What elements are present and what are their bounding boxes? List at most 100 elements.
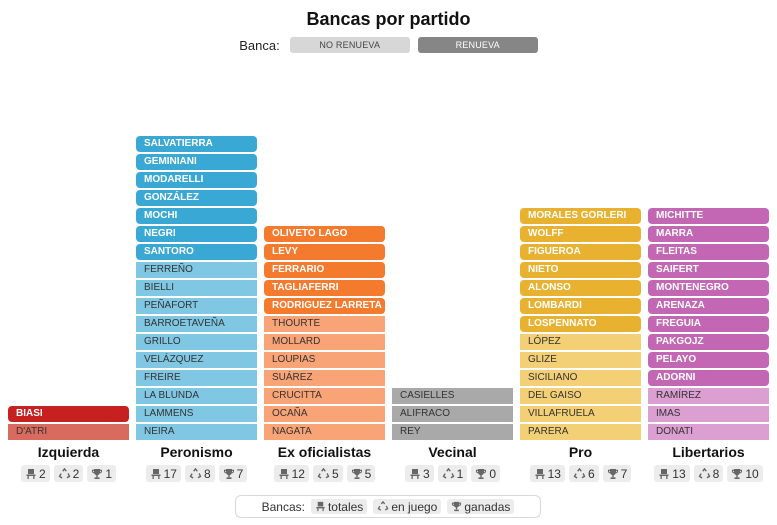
seat-icon (316, 501, 325, 512)
party-name: Pro (568, 444, 593, 460)
stat-ganadas-value: 10 (745, 466, 759, 481)
stat-ganadas-value: 7 (236, 466, 244, 481)
seat-renueva: PAKGOJZ (648, 334, 769, 350)
stat-ganadas: 7 (218, 465, 248, 482)
legend-renueva: RENUEVA (417, 37, 538, 53)
seat-no-renueva: DONATI (648, 424, 769, 440)
stat-en-juego-value: 5 (331, 466, 339, 481)
seat-no-renueva: OCAÑA (264, 406, 385, 422)
stat-totales: 13 (654, 465, 690, 482)
party-stats: 13 6 7 (520, 465, 641, 482)
seat-renueva: MARRA (648, 226, 769, 242)
stat-totales-value: 13 (672, 466, 686, 481)
seat-no-renueva: FREIRE (136, 370, 257, 386)
stat-ganadas: 0 (471, 465, 501, 482)
stat-ganadas: 10 (727, 465, 763, 482)
party-stats: 12 5 5 (264, 465, 385, 482)
seat-no-renueva: SICILIANO (520, 370, 641, 386)
recycle-icon (377, 501, 389, 511)
seat-icon (410, 468, 420, 479)
party-name: Libertarios (672, 444, 745, 460)
stat-ganadas-value: 7 (620, 466, 628, 481)
legend-en-juego-label: en juego (391, 499, 438, 514)
trophy-icon (223, 468, 234, 479)
seat-renueva: GONZÁLEZ (136, 190, 257, 206)
seat-no-renueva: ALIFRACO (392, 406, 513, 422)
seat-icon (26, 468, 36, 479)
seat-renueva: FLEITAS (648, 244, 769, 260)
stat-en-juego-value: 6 (587, 466, 595, 481)
stat-en-juego-value: 2 (72, 466, 80, 481)
stat-en-juego: 6 (568, 465, 599, 482)
legend-no-renueva: NO RENUEVA (289, 37, 410, 53)
seat-renueva: LOMBARDI (520, 298, 641, 314)
seat-renueva: FIGUEROA (520, 244, 641, 260)
seat-no-renueva: REY (392, 424, 513, 440)
seat-renueva: NEGRI (136, 226, 257, 242)
seat-no-renueva: VELÁZQUEZ (136, 352, 257, 368)
seat-renueva: MICHITTE (648, 208, 769, 224)
seat-no-renueva: D'ATRI (8, 424, 129, 440)
seat-renueva: FERRARIO (264, 262, 385, 278)
party-stats: 3 1 0 (392, 465, 513, 482)
legend-ganadas-label: ganadas (464, 499, 511, 514)
recycle-icon (317, 467, 330, 479)
trophy-icon (476, 468, 487, 479)
seat-renueva: OLIVETO LAGO (264, 226, 385, 242)
recycle-icon (189, 467, 202, 479)
stat-en-juego: 8 (184, 465, 215, 482)
stat-totales: 3 (404, 465, 434, 482)
stat-totales-value: 17 (163, 466, 177, 481)
seat-renueva: TAGLIAFERRI (264, 280, 385, 296)
recycle-icon (698, 467, 711, 479)
trophy-icon (92, 468, 103, 479)
seat-no-renueva: CASIELLES (392, 388, 513, 404)
seat-renueva: PELAYO (648, 352, 769, 368)
legend-totales: totales (310, 499, 368, 514)
seat-icon (279, 468, 289, 479)
seat-renueva: FREGUIA (648, 316, 769, 332)
recycle-icon (573, 467, 586, 479)
stat-ganadas: 5 (346, 465, 376, 482)
stat-en-juego-value: 8 (203, 466, 211, 481)
seat-no-renueva: NAGATA (264, 424, 385, 440)
seat-no-renueva: LOUPIAS (264, 352, 385, 368)
seat-no-renueva: FERREÑO (136, 262, 257, 278)
stat-en-juego: 1 (437, 465, 468, 482)
party-stats: 13 8 10 (648, 465, 769, 482)
party-name: Izquierda (37, 444, 100, 460)
seat-renueva: LOSPENNATO (520, 316, 641, 332)
seat-renueva: LEVY (264, 244, 385, 260)
stat-totales: 13 (529, 465, 565, 482)
party-stats: 2 2 1 (8, 465, 129, 482)
seat-icon (535, 468, 545, 479)
party-name: Ex oficialistas (277, 444, 372, 460)
seat-no-renueva: BARROETAVEÑA (136, 316, 257, 332)
seat-renueva: ALONSO (520, 280, 641, 296)
seat-no-renueva: MOLLARD (264, 334, 385, 350)
seat-renueva: MONTENEGRO (648, 280, 769, 296)
stat-ganadas-value: 1 (105, 466, 113, 481)
trophy-icon (732, 468, 743, 479)
stat-ganadas: 7 (602, 465, 632, 482)
seat-icon (151, 468, 161, 479)
seat-no-renueva: THOURTE (264, 316, 385, 332)
recycle-icon (58, 467, 71, 479)
recycle-icon (442, 467, 455, 479)
stat-en-juego: 8 (693, 465, 724, 482)
bancas-legend: Bancas: totales en juego ganadas (235, 495, 541, 518)
stat-totales-value: 12 (291, 466, 305, 481)
seat-no-renueva: PEÑAFORT (136, 298, 257, 314)
seat-renueva: BIASI (8, 406, 129, 422)
stat-totales: 17 (145, 465, 181, 482)
seat-no-renueva: PARERA (520, 424, 641, 440)
seat-icon (659, 468, 669, 479)
seat-renueva: GEMINIANI (136, 154, 257, 170)
seat-no-renueva: RAMÍREZ (648, 388, 769, 404)
party-name: Peronismo (160, 444, 233, 460)
seat-no-renueva: IMAS (648, 406, 769, 422)
legend-totales-label: totales (327, 499, 364, 514)
chart-title: Bancas por partido (306, 9, 471, 29)
seat-renueva: NIETO (520, 262, 641, 278)
seat-no-renueva: DEL GAISO (520, 388, 641, 404)
